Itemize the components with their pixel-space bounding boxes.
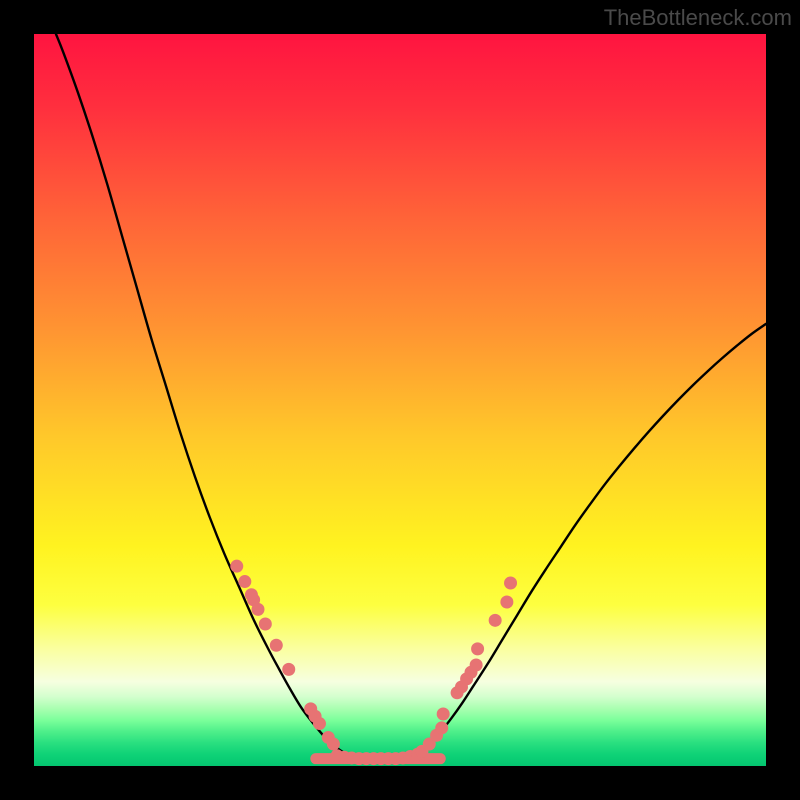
gradient-background — [34, 34, 766, 766]
data-marker — [489, 614, 502, 627]
data-marker — [251, 603, 264, 616]
data-marker — [327, 738, 340, 751]
data-marker — [238, 575, 251, 588]
branding-watermark: TheBottleneck.com — [604, 5, 792, 31]
data-marker — [500, 596, 513, 609]
data-marker — [313, 717, 326, 730]
data-marker — [230, 560, 243, 573]
data-marker — [504, 577, 517, 590]
plot-svg — [34, 34, 766, 766]
data-marker — [471, 642, 484, 655]
data-marker — [437, 708, 450, 721]
plot-area — [34, 34, 766, 766]
data-marker — [270, 639, 283, 652]
data-marker — [470, 658, 483, 671]
data-marker — [282, 663, 295, 676]
chart-root: TheBottleneck.com — [0, 0, 800, 800]
data-marker — [259, 617, 272, 630]
data-marker — [435, 721, 448, 734]
